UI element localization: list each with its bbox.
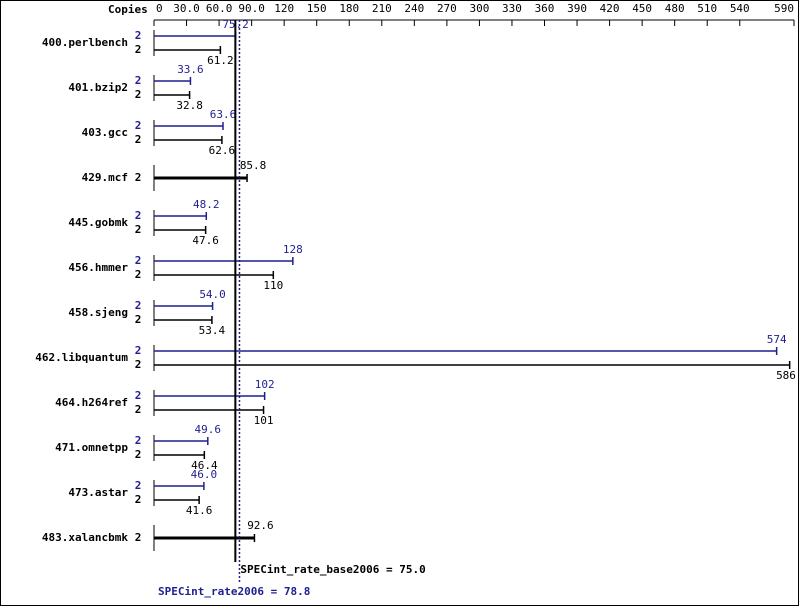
benchmark-label: 473.astar — [68, 486, 128, 499]
benchmark-label: 429.mcf — [82, 171, 128, 184]
benchmark-label: 445.gobmk — [68, 216, 128, 229]
x-tick-label: 450 — [632, 2, 652, 15]
copies-label: 2 — [135, 29, 142, 42]
benchmark-label: 471.omnetpp — [55, 441, 128, 454]
benchmark-label: 401.bzip2 — [68, 81, 128, 94]
x-tick-label: 480 — [665, 2, 685, 15]
x-tick-label: 270 — [437, 2, 457, 15]
copies-label: 2 — [135, 171, 142, 184]
value-label: 46.0 — [191, 468, 218, 481]
x-tick-label: 210 — [372, 2, 392, 15]
value-label: 63.6 — [210, 108, 237, 121]
x-tick-label: 510 — [697, 2, 717, 15]
x-tick-label: 60.0 — [206, 2, 233, 15]
copies-label: 2 — [135, 389, 142, 402]
copies-label: 2 — [135, 88, 142, 101]
reference-label: SPECint_rate2006 = 78.8 — [158, 585, 310, 598]
x-tick-label: 0 — [156, 2, 163, 15]
value-label: 32.8 — [176, 99, 203, 112]
copies-label: 2 — [135, 493, 142, 506]
value-label: 102 — [255, 378, 275, 391]
value-label: 54.0 — [199, 288, 226, 301]
copies-label: 2 — [135, 403, 142, 416]
value-label: 101 — [254, 414, 274, 427]
copies-label: 2 — [135, 133, 142, 146]
benchmark-label: 464.h264ref — [55, 396, 128, 409]
copies-label: 2 — [135, 254, 142, 267]
copies-label: 2 — [135, 209, 142, 222]
copies-label: 2 — [135, 479, 142, 492]
copies-label: 2 — [135, 299, 142, 312]
copies-label: 2 — [135, 119, 142, 132]
x-tick-label: 90.0 — [238, 2, 265, 15]
x-tick-label: 150 — [307, 2, 327, 15]
value-label: 110 — [263, 279, 283, 292]
copies-label: 2 — [135, 358, 142, 371]
reference-label: SPECint_rate_base2006 = 75.0 — [240, 563, 425, 576]
copies-label: 2 — [135, 74, 142, 87]
copies-label: 2 — [135, 313, 142, 326]
value-label: 128 — [283, 243, 303, 256]
value-label: 574 — [767, 333, 787, 346]
value-label: 85.8 — [240, 159, 267, 172]
value-label: 53.4 — [199, 324, 226, 337]
copies-label: 2 — [135, 531, 142, 544]
x-tick-label: 420 — [600, 2, 620, 15]
benchmark-label: 483.xalancbmk — [42, 531, 128, 544]
x-tick-label: 330 — [502, 2, 522, 15]
value-label: 46.4 — [191, 459, 218, 472]
value-label: 62.6 — [209, 144, 236, 157]
x-tick-label: 300 — [469, 2, 489, 15]
value-label: 48.2 — [193, 198, 220, 211]
value-label: 61.2 — [207, 54, 234, 67]
x-tick-label: 540 — [730, 2, 750, 15]
copies-label: 2 — [135, 268, 142, 281]
value-label: 41.6 — [186, 504, 213, 517]
benchmark-label: 458.sjeng — [68, 306, 128, 319]
benchmark-label: 403.gcc — [82, 126, 128, 139]
x-tick-label: 30.0 — [173, 2, 200, 15]
copies-label: 2 — [135, 434, 142, 447]
value-label: 49.6 — [195, 423, 222, 436]
copies-header: Copies — [108, 3, 148, 16]
x-tick-label: 390 — [567, 2, 587, 15]
benchmark-label: 400.perlbench — [42, 36, 128, 49]
copies-label: 2 — [135, 344, 142, 357]
x-tick-label: 360 — [535, 2, 555, 15]
copies-label: 2 — [135, 223, 142, 236]
x-tick-label: 120 — [274, 2, 294, 15]
copies-label: 2 — [135, 448, 142, 461]
x-tick-label: 180 — [339, 2, 359, 15]
value-label: 33.6 — [177, 63, 204, 76]
benchmark-label: 462.libquantum — [35, 351, 128, 364]
benchmark-label: 456.hmmer — [68, 261, 128, 274]
value-label: 47.6 — [192, 234, 219, 247]
x-tick-label: 590 — [774, 2, 794, 15]
copies-label: 2 — [135, 43, 142, 56]
value-label: 92.6 — [247, 519, 274, 532]
value-label: 586 — [776, 369, 796, 382]
x-tick-label: 240 — [404, 2, 424, 15]
